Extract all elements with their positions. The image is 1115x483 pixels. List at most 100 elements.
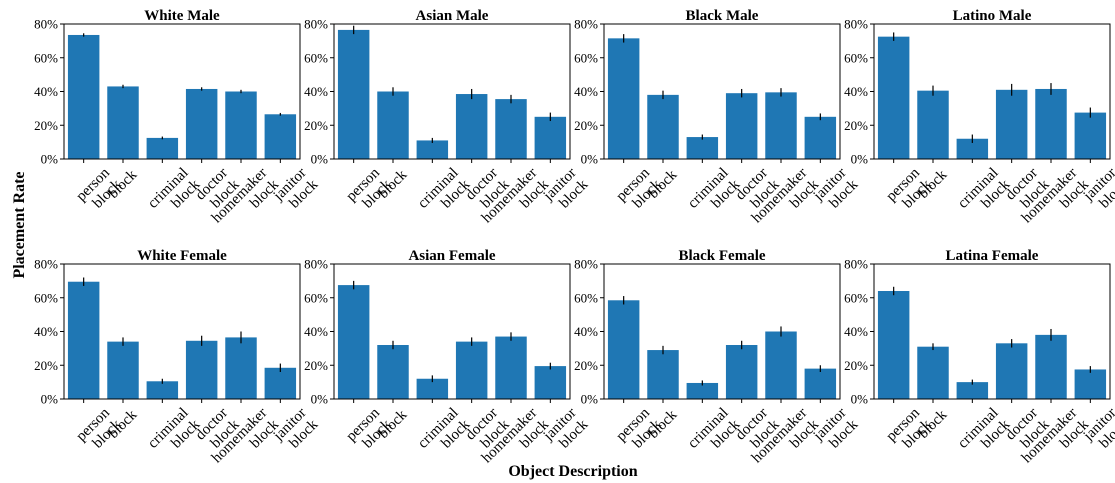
y-tick-label: 80% xyxy=(304,257,328,272)
y-tick-label: 60% xyxy=(574,50,598,65)
x-tick-label: block xyxy=(645,407,680,442)
bar xyxy=(534,116,567,159)
x-tick-label: block xyxy=(105,167,140,202)
chart-panel: Asian Male0%20%40%60%80%personblockblock… xyxy=(304,8,592,226)
y-tick-label: 0% xyxy=(41,152,59,167)
y-tick-label: 40% xyxy=(574,324,598,339)
bar xyxy=(607,38,640,159)
y-tick-label: 60% xyxy=(844,290,868,305)
bar xyxy=(956,382,989,399)
y-tick-label: 0% xyxy=(41,392,59,407)
bar xyxy=(377,345,409,399)
chart-panel: White Female0%20%40%60%80%personblockblo… xyxy=(34,248,322,466)
bar xyxy=(877,36,910,159)
y-axis-label: Placement Rate xyxy=(11,171,28,278)
chart-panel: Black Male0%20%40%60%80%personblockblock… xyxy=(574,8,862,226)
bar xyxy=(725,93,758,159)
plot-frame xyxy=(873,23,1111,160)
y-tick-label: 60% xyxy=(844,50,868,65)
panel-title: Latina Female xyxy=(946,248,1039,264)
panel-title: White Male xyxy=(144,8,220,24)
bar xyxy=(995,343,1028,399)
x-tick-label: block xyxy=(645,167,680,202)
y-tick-label: 80% xyxy=(34,17,58,32)
y-tick-label: 40% xyxy=(304,324,328,339)
y-tick-label: 20% xyxy=(844,358,868,373)
chart-panel: Latino Male0%20%40%60%80%personblockbloc… xyxy=(844,8,1115,226)
x-axis-label: Object Description xyxy=(508,463,637,480)
bar xyxy=(264,367,297,399)
x-tick-label: block xyxy=(375,407,410,442)
y-tick-label: 0% xyxy=(851,152,869,167)
y-tick-label: 40% xyxy=(844,84,868,99)
bar xyxy=(686,382,719,399)
chart-panel: White Male0%20%40%60%80%personblockblock… xyxy=(34,8,322,226)
bar xyxy=(804,368,837,399)
y-tick-label: 20% xyxy=(304,358,328,373)
bar xyxy=(534,366,567,399)
y-tick-label: 20% xyxy=(304,118,328,133)
bar xyxy=(1035,334,1067,399)
bar xyxy=(917,90,949,159)
y-tick-label: 0% xyxy=(311,392,329,407)
bar xyxy=(225,337,257,399)
plot-frame xyxy=(603,263,841,400)
bar xyxy=(956,138,989,159)
y-tick-label: 0% xyxy=(581,392,599,407)
bar xyxy=(725,345,758,399)
panel-title: Black Male xyxy=(686,8,759,24)
bar xyxy=(337,285,370,399)
bar xyxy=(647,94,679,159)
x-tick-label: janitorblock xyxy=(270,405,322,457)
y-tick-label: 20% xyxy=(34,118,58,133)
bar xyxy=(495,99,527,159)
x-tick-label: block xyxy=(915,407,950,442)
bar xyxy=(765,92,797,159)
y-tick-label: 60% xyxy=(574,290,598,305)
bar xyxy=(416,378,449,399)
bar xyxy=(107,341,139,399)
panel-title: Asian Male xyxy=(416,8,489,24)
panel-title: Black Female xyxy=(678,248,765,264)
y-tick-label: 40% xyxy=(34,324,58,339)
chart-panel: Asian Female0%20%40%60%80%personblockblo… xyxy=(304,248,592,466)
y-tick-label: 60% xyxy=(34,50,58,65)
y-tick-label: 40% xyxy=(34,84,58,99)
bar xyxy=(107,86,139,159)
plot-frame xyxy=(873,263,1111,400)
x-tick-label: janitorblock xyxy=(810,165,862,217)
y-tick-label: 60% xyxy=(304,290,328,305)
x-tick-label: block xyxy=(375,167,410,202)
y-tick-label: 40% xyxy=(304,84,328,99)
x-tick-label: janitorblock xyxy=(270,165,322,217)
bar xyxy=(607,300,640,399)
bar xyxy=(1035,88,1067,159)
bar xyxy=(686,137,719,159)
chart-panel: Black Female0%20%40%60%80%personblockblo… xyxy=(574,248,862,466)
x-tick-label: janitorblock xyxy=(540,405,592,457)
plot-frame xyxy=(63,263,301,400)
y-tick-label: 20% xyxy=(844,118,868,133)
x-tick-label: janitorblock xyxy=(810,405,862,457)
chart-panel: Latina Female0%20%40%60%80%personblockbl… xyxy=(844,248,1115,466)
x-tick-label: janitorblock xyxy=(1080,405,1115,457)
y-tick-label: 0% xyxy=(311,152,329,167)
y-tick-label: 80% xyxy=(574,257,598,272)
y-tick-label: 80% xyxy=(304,17,328,32)
bar xyxy=(917,346,949,399)
y-tick-label: 60% xyxy=(34,290,58,305)
y-tick-label: 80% xyxy=(34,257,58,272)
y-tick-label: 0% xyxy=(581,152,599,167)
bar xyxy=(185,88,218,159)
x-tick-label: block xyxy=(915,167,950,202)
plot-frame xyxy=(63,23,301,160)
bar xyxy=(804,116,837,159)
x-tick-label: block xyxy=(105,407,140,442)
bar xyxy=(67,34,100,159)
y-tick-label: 60% xyxy=(304,50,328,65)
bar xyxy=(416,140,449,159)
bar xyxy=(185,340,218,399)
plot-frame xyxy=(603,23,841,160)
bar xyxy=(377,91,409,159)
panel-title: Asian Female xyxy=(408,248,495,264)
